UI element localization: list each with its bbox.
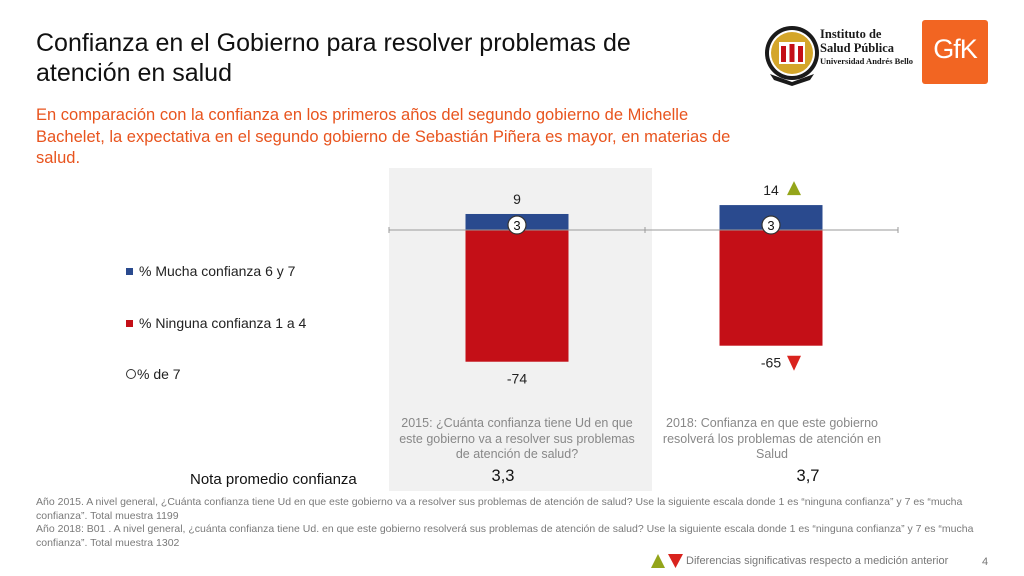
label-de7-2015: 3 — [513, 218, 520, 233]
nota-promedio-2018: 3,7 — [796, 467, 820, 485]
page-title: Confianza en el Gobierno para resolver p… — [36, 29, 631, 87]
label-de7-2018: 3 — [767, 218, 774, 233]
footnote-2015: Año 2015. A nivel general, ¿Cuánta confi… — [36, 496, 963, 522]
gfk-logo: GfK — [922, 20, 988, 84]
legend-swatch-de7 — [126, 369, 136, 379]
marker-de7-2015 — [507, 215, 527, 235]
legend-label-de7: % de 7 — [137, 366, 181, 382]
legend-item-mucha: % Mucha confianza 6 y 7 — [126, 263, 295, 279]
significance-note: Diferencias significativas respecto a me… — [686, 555, 949, 567]
legend-swatch-ninguna — [126, 319, 133, 327]
bar-ninguna-2018 — [719, 230, 823, 346]
label-mucha-2015: 9 — [513, 191, 521, 207]
nota-promedio-label: Nota promedio confianza — [190, 471, 357, 488]
legend-item-ninguna: % Ninguna confianza 1 a 4 — [126, 315, 306, 331]
question-2015: 2015: ¿Cuánta confianza tiene Ud en que … — [399, 416, 635, 461]
page-subtitle: En comparación con la confianza en los p… — [36, 106, 731, 167]
legend-swatch-mucha — [126, 267, 133, 275]
isp-seal-logo — [765, 26, 819, 86]
label-ninguna-2015: -74 — [507, 371, 527, 387]
isp-logo-text: Instituto de Salud Pública Universidad A… — [820, 27, 914, 66]
significance-legend: Diferencias significativas respecto a me… — [650, 553, 948, 569]
label-mucha-2018: 14 — [763, 182, 779, 198]
footnote-2018: Año 2018: B01 . A nivel general, ¿cuánta… — [36, 523, 974, 549]
legend-label-ninguna: % Ninguna confianza 1 a 4 — [139, 315, 307, 331]
legend-label-mucha: % Mucha confianza 6 y 7 — [139, 263, 296, 279]
footnote: Año 2015. A nivel general, ¿Cuánta confi… — [36, 496, 996, 550]
nota-promedio-2015: 3,3 — [491, 467, 515, 485]
significance-up-icon-2018 — [787, 181, 801, 196]
significance-down-icon-2018 — [787, 355, 801, 371]
question-2018: 2018: Confianza en que este gobierno res… — [662, 416, 882, 461]
legend-item-de7: % de 7 — [126, 366, 181, 382]
bar-ninguna-2015 — [465, 230, 569, 362]
significance-arrows-icon — [651, 554, 683, 568]
marker-de7-2018 — [761, 215, 781, 235]
page-number: 4 — [982, 556, 989, 568]
label-ninguna-2018: -65 — [761, 355, 781, 371]
